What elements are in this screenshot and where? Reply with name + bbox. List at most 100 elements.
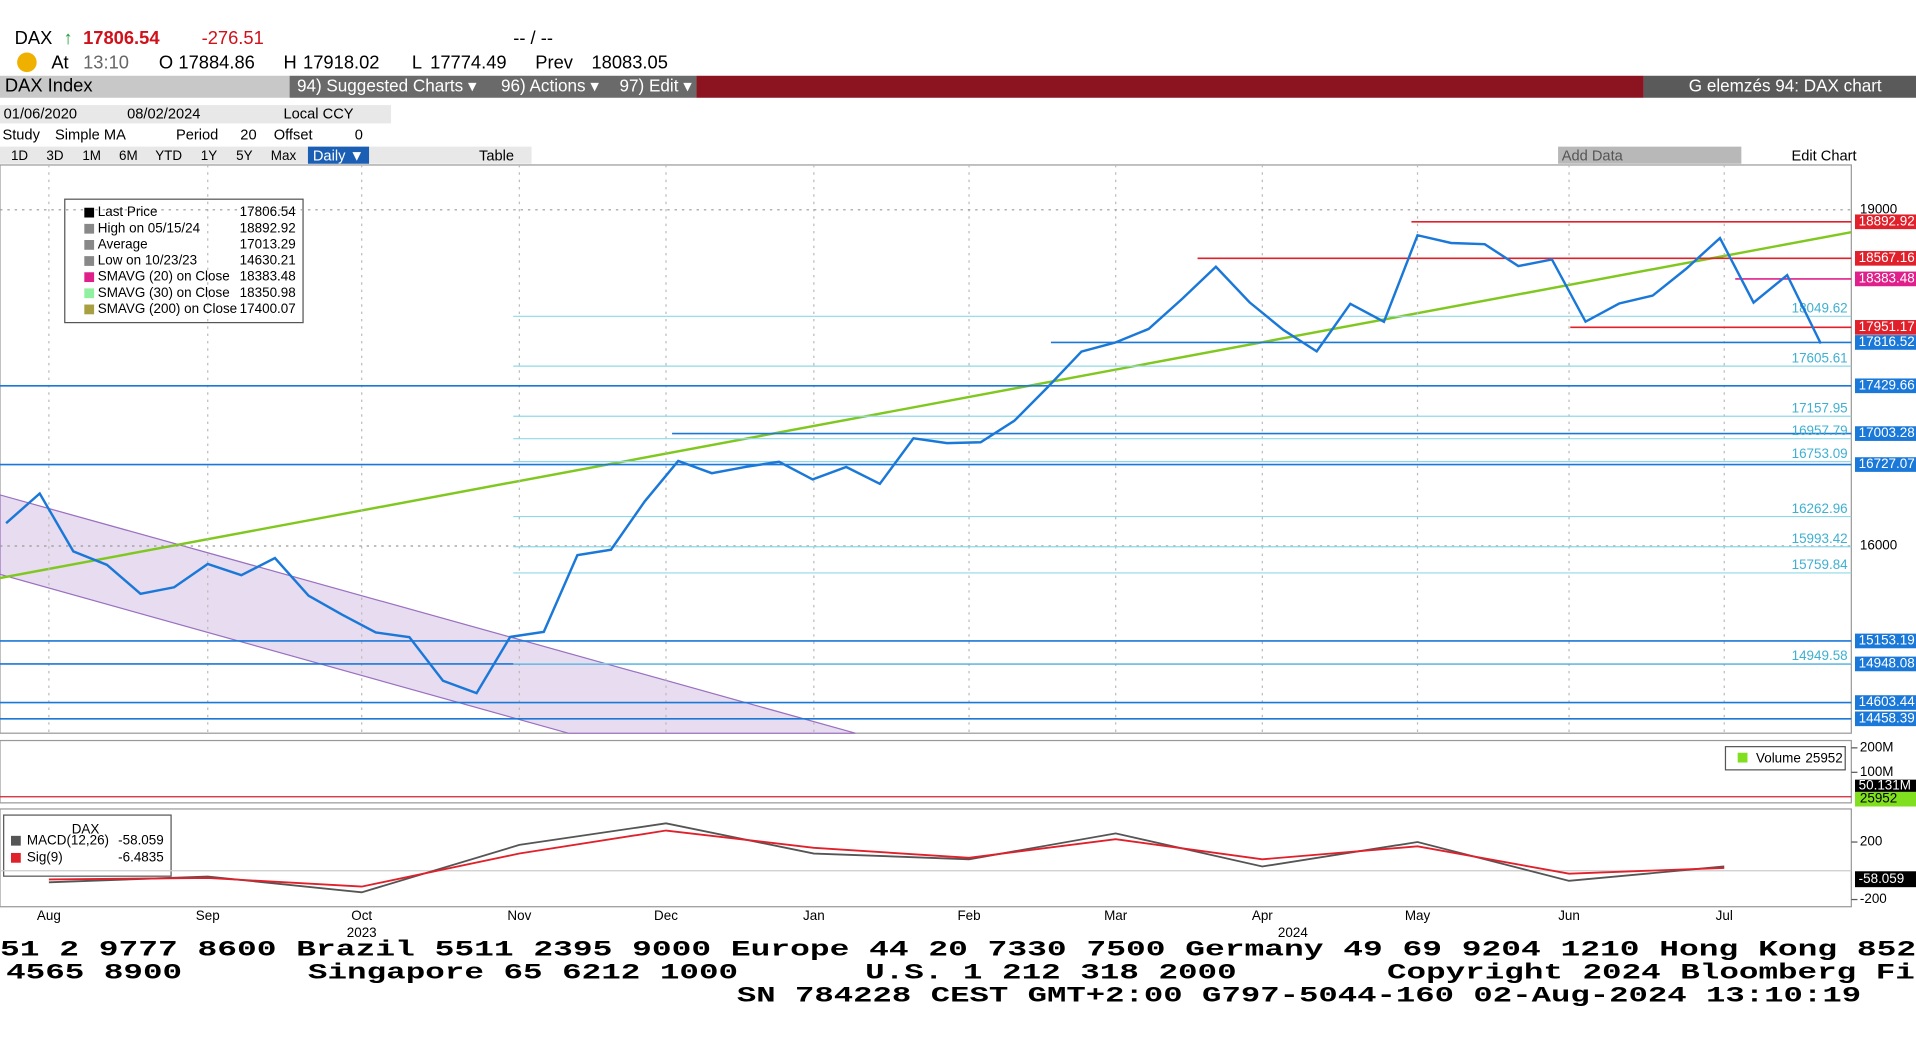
legend-value: 17400.07	[240, 301, 296, 316]
legend-swatch	[84, 240, 95, 250]
clock-icon	[17, 52, 37, 73]
legend-box	[64, 198, 304, 324]
start-date: 01/06/2020	[4, 107, 77, 123]
level-label: 18383.48	[1859, 270, 1915, 285]
range-button[interactable]: 6M	[119, 148, 138, 163]
prev-label: Prev	[535, 51, 574, 72]
offset-label: Offset	[274, 128, 313, 144]
frequency-box[interactable]	[307, 146, 370, 164]
level-label-box	[1854, 320, 1916, 335]
low: 17774.49	[430, 51, 506, 72]
level-label: 15153.19	[1859, 632, 1915, 647]
macd-swatch	[10, 852, 21, 863]
volume-legend-value: 25952	[1805, 750, 1842, 765]
range-button[interactable]: 3D	[46, 148, 63, 163]
macd-value-box	[1854, 871, 1916, 888]
prev: 18083.05	[591, 51, 667, 72]
level-label-box	[1854, 656, 1916, 672]
range-button[interactable]: 5Y	[236, 148, 252, 163]
range-button[interactable]: 1D	[11, 148, 28, 163]
level-label: 14458.39	[1859, 710, 1915, 725]
legend-value: 14630.21	[240, 253, 296, 268]
footer-line: SN 784228 CEST GMT+2:00 G797-5044-160 02…	[737, 984, 1861, 1009]
legend-label: High on 05/15/24	[98, 220, 201, 235]
legend-swatch	[84, 223, 95, 234]
level-label-box	[1854, 457, 1916, 472]
period: 20	[240, 128, 256, 144]
footer-line: 51 2 9777 8600 Brazil 5511 2395 9000 Eur…	[0, 937, 1916, 962]
menu[interactable]: 97) Edit ▾	[620, 76, 693, 95]
level-label-box	[1854, 695, 1916, 710]
date-row	[0, 105, 392, 124]
level-label-box	[1854, 214, 1916, 230]
offset: 0	[355, 128, 363, 144]
x-tick-label: Aug	[37, 908, 61, 923]
security: DAX Index	[5, 75, 93, 96]
channel	[0, 494, 856, 734]
arrow: ↑	[64, 27, 73, 48]
level-label-box	[1854, 271, 1916, 287]
x-tick-label: Apr	[1252, 908, 1273, 923]
volume-legend-box	[1724, 746, 1846, 771]
level-label: 17003.28	[1859, 425, 1915, 440]
volume-tick-label: 100M	[1860, 764, 1894, 779]
macd-line	[48, 829, 1725, 888]
frequency[interactable]: Daily ▼	[313, 148, 364, 164]
level-label: 14603.44	[1859, 694, 1916, 709]
title-bar	[696, 75, 1644, 98]
y-tick-label: 16000	[1860, 538, 1897, 553]
menu[interactable]: 96) Actions ▾	[501, 76, 599, 95]
open-label: O	[159, 51, 173, 72]
support-label: 15993.42	[1792, 531, 1848, 546]
legend-value: 18892.92	[240, 220, 296, 235]
end-date: 08/02/2024	[127, 107, 200, 123]
table-button[interactable]: Table	[479, 148, 514, 164]
volume-marker-box	[1854, 779, 1916, 792]
range-button[interactable]: YTD	[155, 148, 182, 163]
macd-legend-label: Sig(9)	[27, 849, 63, 864]
x-tick-label: Sep	[196, 908, 220, 923]
canvas: DAX ↑ 17806.54 -276.51 -- / -- At 13:10 O 17884.…	[0, 27, 1916, 1009]
currency[interactable]: Local CCY	[284, 107, 354, 123]
x-tick-label: Jun	[1558, 908, 1580, 923]
level-label: 14948.08	[1859, 655, 1915, 670]
change: -276.51	[202, 27, 264, 48]
level-label-box	[1854, 378, 1916, 394]
macd-legend-value: -6.4835	[118, 849, 164, 864]
level-label-box	[1854, 711, 1916, 727]
open: 17884.86	[178, 51, 254, 72]
at-label: At	[51, 51, 68, 72]
edit-chart[interactable]: Edit Chart	[1791, 148, 1856, 164]
study[interactable]: Simple MA	[55, 128, 126, 144]
range-button[interactable]: 1Y	[201, 148, 217, 163]
footer-line: Copyright 2024 Bloomberg Fi	[1387, 961, 1915, 986]
level-label-box	[1854, 633, 1916, 649]
add-data-box[interactable]	[1558, 146, 1742, 164]
legend-value: 17806.54	[240, 204, 297, 219]
range-button[interactable]: 1M	[82, 148, 101, 163]
volume-frame	[0, 739, 1852, 804]
low-label: L	[412, 51, 422, 72]
x-tick-label: Oct	[351, 908, 372, 923]
macd-line	[48, 822, 1725, 894]
legend-label: SMAVG (20) on Close	[98, 269, 230, 284]
menu-bar	[289, 75, 697, 98]
legend-swatch	[84, 288, 95, 299]
level-label-box	[1854, 426, 1916, 441]
legend-swatch	[84, 272, 95, 283]
study-label: Study	[2, 128, 40, 144]
macd-legend-label: MACD(12,26)	[27, 832, 109, 847]
macd-title: DAX	[72, 821, 100, 836]
level-label: 17429.66	[1859, 377, 1915, 392]
legend-label: Last Price	[98, 204, 158, 219]
macd-swatch	[10, 835, 21, 846]
level-label: 17951.17	[1859, 319, 1915, 334]
legend-label: SMAVG (30) on Close	[98, 285, 230, 300]
range-button[interactable]: Max	[271, 148, 297, 163]
legend-swatch	[84, 304, 95, 315]
support-label: 15759.84	[1792, 557, 1849, 572]
last-price: 17806.54	[83, 27, 160, 48]
add-data[interactable]: Add Data	[1562, 148, 1624, 164]
menu[interactable]: 94) Suggested Charts ▾	[297, 76, 477, 95]
